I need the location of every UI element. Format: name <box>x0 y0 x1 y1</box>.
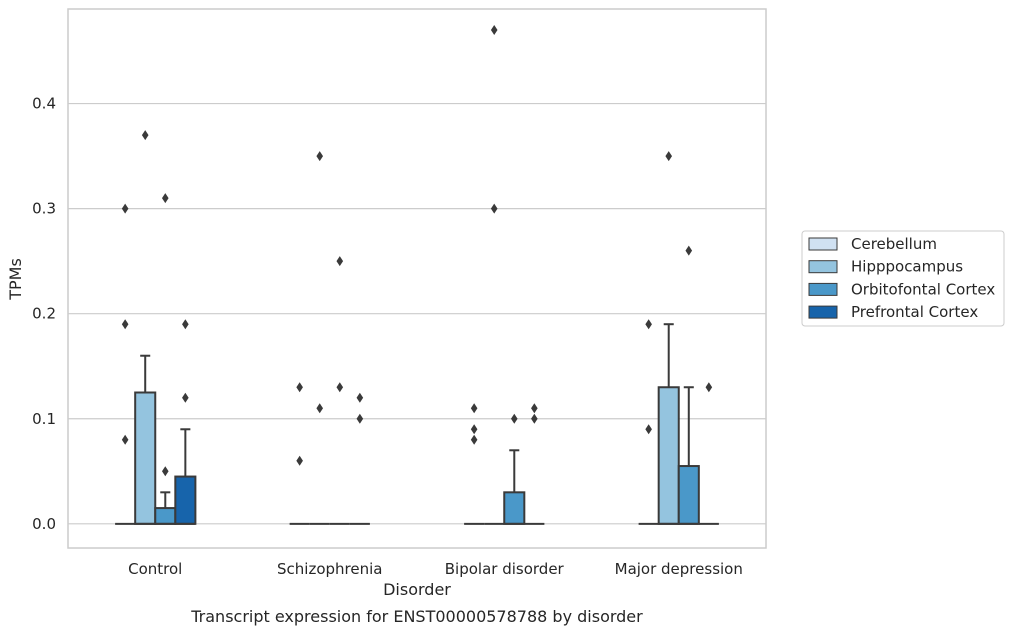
x-tick-label: Schizophrenia <box>277 560 382 578</box>
outlier-marker <box>121 203 129 214</box>
legend-label: Hipppocampus <box>851 258 963 276</box>
outlier-marker <box>296 455 303 466</box>
x-tick-label: Control <box>128 560 182 578</box>
outlier-marker <box>685 245 693 256</box>
outlier-marker <box>490 25 498 36</box>
box-body <box>503 491 526 525</box>
legend-label: Prefrontal Cortex <box>851 303 978 321</box>
box-groups <box>115 25 719 525</box>
legend-swatch <box>808 282 838 296</box>
outlier-marker <box>121 434 129 445</box>
y-tick-label: 0.2 <box>32 305 56 323</box>
outlier-marker <box>490 203 498 214</box>
outlier-marker <box>531 403 538 414</box>
legend-frame <box>801 230 1005 327</box>
outlier-marker <box>705 382 713 393</box>
outlier-marker <box>336 382 344 393</box>
box-body <box>154 507 177 525</box>
legend-swatch <box>808 260 838 274</box>
outlier-marker <box>316 403 324 414</box>
outlier-marker <box>161 193 169 204</box>
category-group <box>638 151 719 525</box>
plot-frame <box>67 8 767 549</box>
x-axis-ticks: Control Schizophrenia Bipolar disorder Majo… <box>128 560 743 578</box>
y-axis-label: TPMs <box>6 258 25 301</box>
outlier-marker <box>510 413 518 424</box>
outlier-marker <box>182 392 189 403</box>
legend: Cerebellum Hipppocampus Orbitofontal Corte… <box>801 230 1005 327</box>
outlier-marker <box>356 413 364 424</box>
legend-swatch <box>808 305 838 319</box>
y-tick-label: 0.0 <box>32 515 56 533</box>
outlier-marker <box>470 424 478 435</box>
x-axis-label: Disorder <box>383 580 451 599</box>
outlier-marker <box>645 424 652 435</box>
outlier-marker <box>316 151 324 162</box>
legend-label: Cerebellum <box>851 235 937 253</box>
outlier-marker <box>665 151 673 162</box>
box-body <box>134 391 157 525</box>
outlier-marker <box>470 434 478 445</box>
legend-swatch <box>808 237 838 251</box>
plot-area <box>67 8 767 549</box>
outlier-marker <box>531 413 538 424</box>
category-group <box>464 25 545 525</box>
legend-items: Cerebellum Hipppocampus Orbitofontal Corte… <box>808 235 995 321</box>
outlier-marker <box>296 382 303 393</box>
outlier-marker <box>645 319 652 330</box>
outlier-marker <box>182 319 189 330</box>
y-axis-ticks: 0.0 0.1 0.2 0.3 0.4 <box>32 95 56 533</box>
box-body <box>657 386 680 525</box>
legend-label: Orbitofontal Cortex <box>851 280 995 298</box>
y-tick-label: 0.1 <box>32 410 56 428</box>
outlier-marker <box>336 256 344 267</box>
category-group <box>115 130 197 525</box>
outlier-marker <box>470 403 478 414</box>
x-tick-label: Bipolar disorder <box>445 560 565 578</box>
x-tick-label: Major depression <box>615 560 743 578</box>
outlier-marker <box>356 392 364 403</box>
y-tick-label: 0.4 <box>32 95 56 113</box>
category-group <box>289 151 370 525</box>
outlier-marker <box>121 319 129 330</box>
box-body <box>174 475 197 525</box>
y-tick-label: 0.3 <box>32 200 56 218</box>
chart-caption: Transcript expression for ENST0000057878… <box>190 607 643 626</box>
outlier-marker <box>161 466 169 477</box>
outlier-marker <box>141 130 149 141</box>
box-body <box>677 465 700 525</box>
